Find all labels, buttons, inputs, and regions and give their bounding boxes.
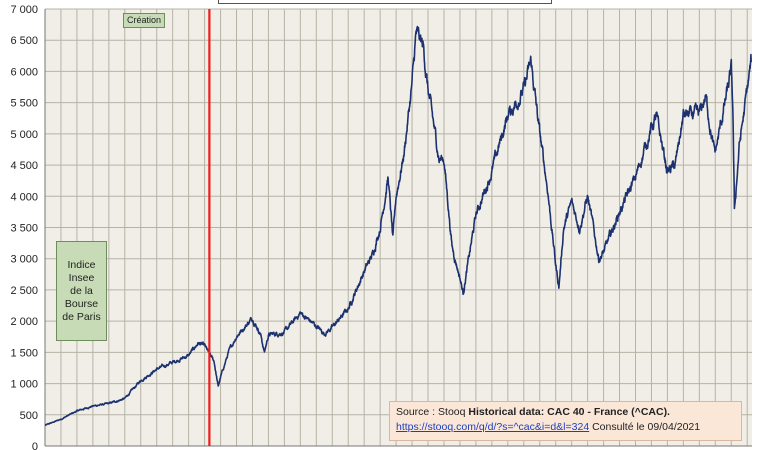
creation-label: Création (123, 13, 165, 28)
y-tick-label: 3 500 (10, 223, 38, 235)
y-tick-label: 5 000 (10, 129, 38, 141)
source-note: Source : Stooq Historical data: CAC 40 -… (389, 401, 742, 441)
source-title: Historical data: CAC 40 - France (^CAC). (468, 406, 670, 418)
creation-label-text: Création (126, 15, 162, 25)
source-date: Consulté le 09/04/2021 (589, 421, 701, 433)
source-link[interactable]: https://stooq.com/q/d/?s=^cac&i=d&l=324 (396, 421, 590, 433)
chart-title-box (218, 0, 552, 4)
y-tick-label: 500 (20, 410, 38, 422)
y-axis-tick-labels: 0 500 1 000 1 500 2 000 2 500 3 000 3 500 4 000 4… (10, 4, 38, 450)
y-tick-label: 7 000 (10, 4, 38, 16)
y-tick-label: 5 500 (10, 98, 38, 110)
y-tick-label: 6 500 (10, 35, 38, 47)
y-tick-label: 1 500 (10, 347, 38, 359)
indice-insee-text: Indice Insee de la Bourse de Paris (62, 258, 101, 323)
y-tick-label: 2 000 (10, 316, 38, 328)
y-tick-label: 6 000 (10, 66, 38, 78)
indice-insee-label: Indice Insee de la Bourse de Paris (56, 241, 107, 341)
y-tick-label: 2 500 (10, 285, 38, 297)
source-prefix: Source : Stooq (396, 406, 469, 418)
y-tick-label: 4 000 (10, 191, 38, 203)
y-tick-label: 1 000 (10, 379, 38, 391)
cac40-series-line (44, 25, 752, 427)
y-tick-label: 4 500 (10, 160, 38, 172)
y-tick-label: 3 000 (10, 254, 38, 266)
y-tick-label: 0 (32, 441, 38, 450)
